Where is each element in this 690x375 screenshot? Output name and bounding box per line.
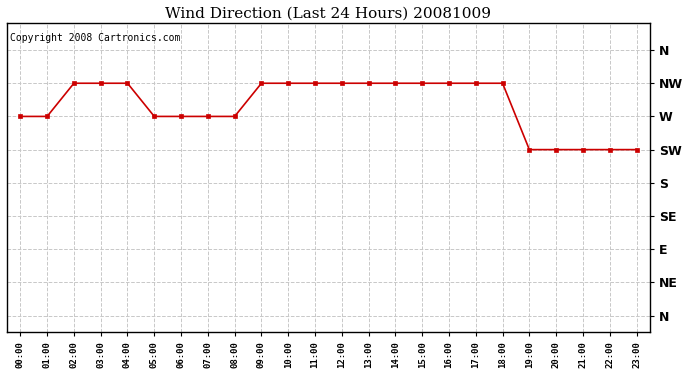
Title: Wind Direction (Last 24 Hours) 20081009: Wind Direction (Last 24 Hours) 20081009 — [166, 7, 491, 21]
Text: Copyright 2008 Cartronics.com: Copyright 2008 Cartronics.com — [10, 33, 181, 43]
